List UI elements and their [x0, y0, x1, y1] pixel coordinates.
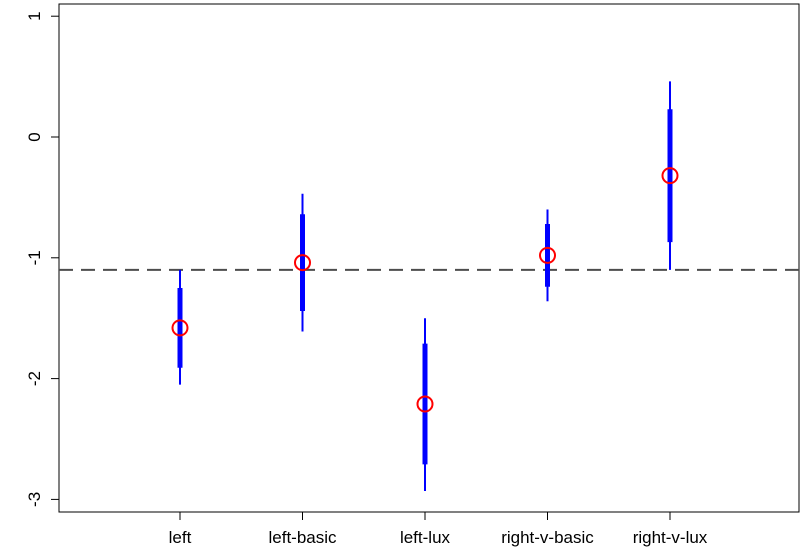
- x-tick-label: right-v-lux: [633, 528, 708, 547]
- estimate-point-group: [171, 167, 679, 413]
- plot-frame-group: [58, 3, 800, 513]
- y-tick-label: -2: [25, 371, 44, 386]
- estimate-point-right-v-basic: [539, 246, 556, 264]
- estimate-point-left-basic: [294, 254, 311, 272]
- x-tick-label: left-basic: [268, 528, 337, 547]
- y-axis: 1 0 -1 -2 -3: [25, 11, 59, 507]
- estimate-point-left-lux: [416, 395, 434, 413]
- y-tick-label: -1: [25, 250, 44, 265]
- estimate-point-right-v-lux: [661, 167, 679, 185]
- x-axis: left left-basic left-lux right-v-basic right…: [169, 512, 708, 547]
- interval-group: [177, 81, 673, 491]
- x-tick-label: left: [169, 528, 192, 547]
- x-tick-label: right-v-basic: [501, 528, 594, 547]
- x-tick-label: left-lux: [400, 528, 451, 547]
- plot-frame: [58, 3, 800, 513]
- y-tick-label: 1: [25, 11, 44, 20]
- estimate-point-left: [171, 319, 189, 337]
- y-tick-label: -3: [25, 492, 44, 507]
- y-tick-label: 0: [25, 132, 44, 141]
